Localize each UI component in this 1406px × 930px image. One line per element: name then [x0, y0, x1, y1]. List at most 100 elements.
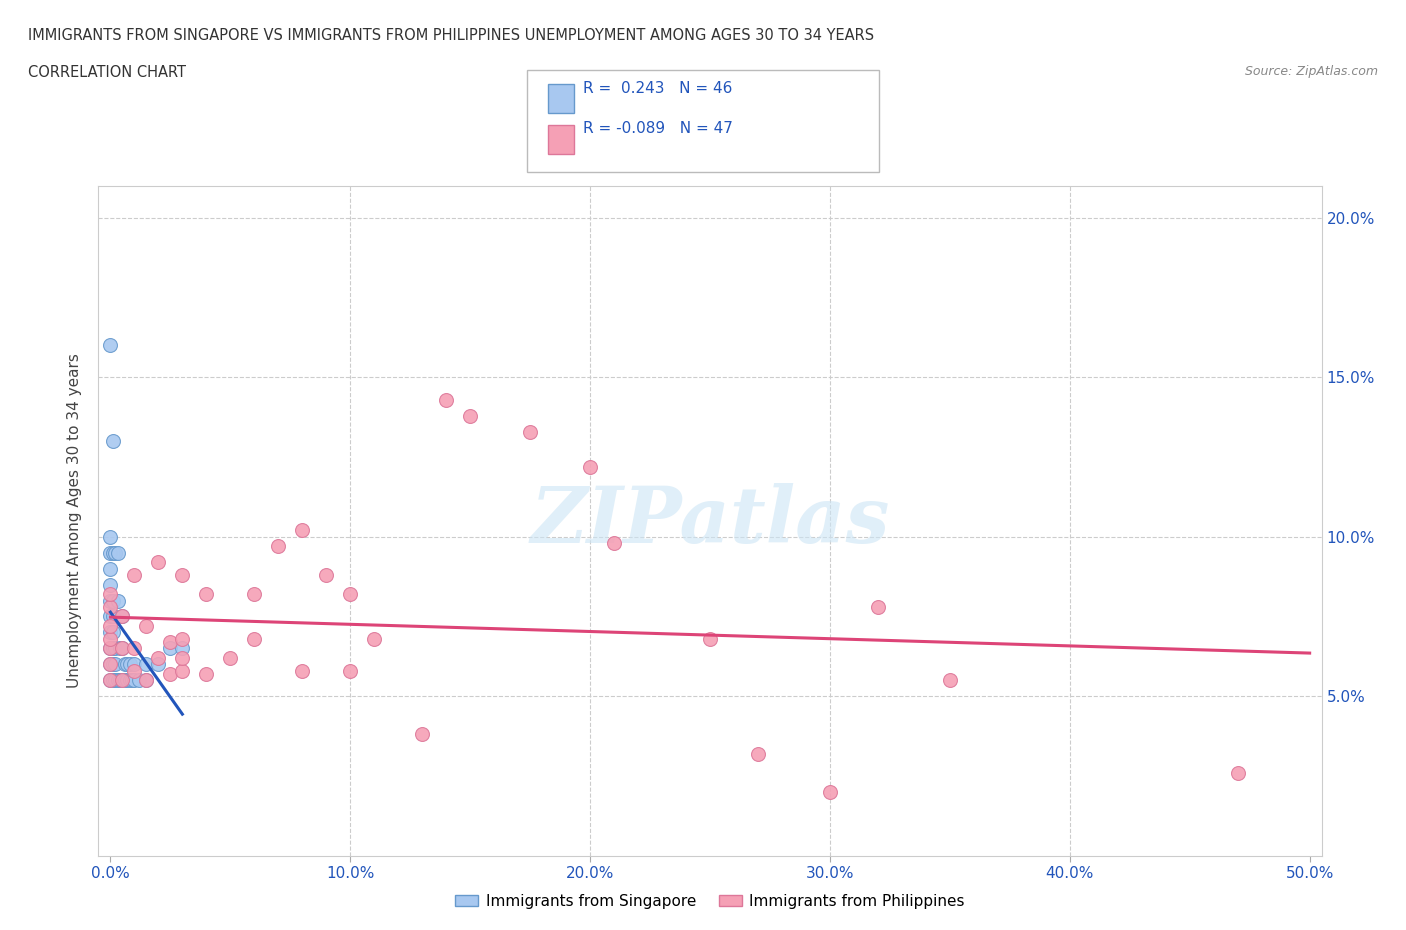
Point: [747, 746, 769, 761]
Point: [100, 529, 122, 544]
Point: [411, 727, 433, 742]
Point: [267, 538, 290, 553]
Point: [172, 650, 194, 665]
Point: [603, 536, 626, 551]
Point: [115, 672, 138, 687]
Point: [111, 641, 134, 656]
Point: [339, 587, 361, 602]
Point: [699, 631, 721, 646]
Point: [172, 641, 194, 656]
Point: [111, 641, 134, 656]
Point: [101, 593, 124, 608]
Point: [195, 587, 218, 602]
Point: [101, 609, 124, 624]
Point: [1226, 765, 1249, 780]
Point: [148, 650, 170, 665]
Point: [114, 672, 136, 687]
Point: [148, 555, 170, 570]
Point: [101, 641, 124, 656]
Point: [519, 424, 541, 439]
Point: [108, 641, 131, 656]
Point: [339, 663, 361, 678]
Point: [115, 657, 138, 671]
Point: [100, 600, 122, 615]
Point: [101, 672, 124, 687]
Text: R =  0.243   N = 46: R = 0.243 N = 46: [583, 81, 733, 96]
Point: [121, 672, 143, 687]
Point: [135, 618, 157, 633]
Point: [101, 433, 124, 448]
Point: [159, 634, 181, 649]
Point: [243, 587, 266, 602]
Point: [172, 631, 194, 646]
Point: [101, 625, 124, 640]
Point: [291, 523, 314, 538]
Point: [100, 578, 122, 592]
Point: [111, 609, 134, 624]
Point: [243, 631, 266, 646]
Point: [100, 631, 122, 646]
Point: [939, 672, 962, 687]
Point: [118, 672, 141, 687]
Point: [108, 672, 131, 687]
Point: [100, 641, 122, 656]
Point: [124, 663, 146, 678]
Point: [107, 672, 129, 687]
Y-axis label: Unemployment Among Ages 30 to 34 years: Unemployment Among Ages 30 to 34 years: [67, 353, 83, 688]
Point: [100, 672, 122, 687]
Text: CORRELATION CHART: CORRELATION CHART: [28, 65, 186, 80]
Point: [291, 663, 314, 678]
Text: IMMIGRANTS FROM SINGAPORE VS IMMIGRANTS FROM PHILIPPINES UNEMPLOYMENT AMONG AGES: IMMIGRANTS FROM SINGAPORE VS IMMIGRANTS …: [28, 28, 875, 43]
Point: [100, 609, 122, 624]
Point: [118, 657, 141, 671]
Point: [104, 672, 127, 687]
Point: [114, 657, 136, 671]
Point: [100, 618, 122, 633]
Point: [100, 338, 122, 352]
Point: [124, 657, 146, 671]
Point: [100, 657, 122, 671]
Point: [818, 784, 841, 799]
Point: [172, 567, 194, 582]
Point: [219, 650, 242, 665]
Point: [100, 641, 122, 656]
Point: [124, 672, 146, 687]
Point: [111, 672, 134, 687]
Point: [124, 641, 146, 656]
Point: [159, 641, 181, 656]
Point: [458, 408, 481, 423]
Point: [101, 657, 124, 671]
Point: [135, 657, 157, 671]
Point: [100, 657, 122, 671]
Point: [172, 663, 194, 678]
Point: [100, 587, 122, 602]
Legend: Immigrants from Singapore, Immigrants from Philippines: Immigrants from Singapore, Immigrants fr…: [449, 888, 972, 915]
Point: [104, 545, 127, 560]
Point: [100, 625, 122, 640]
Point: [101, 545, 124, 560]
Text: Source: ZipAtlas.com: Source: ZipAtlas.com: [1244, 65, 1378, 78]
Point: [104, 657, 127, 671]
Point: [100, 561, 122, 576]
Point: [128, 672, 150, 687]
Point: [434, 392, 457, 407]
Point: [107, 593, 129, 608]
Point: [579, 459, 602, 474]
Text: ZIPatlas: ZIPatlas: [530, 483, 890, 559]
Text: R = -0.089   N = 47: R = -0.089 N = 47: [583, 121, 734, 136]
Point: [135, 672, 157, 687]
Point: [315, 567, 337, 582]
Point: [124, 567, 146, 582]
Point: [195, 667, 218, 682]
Point: [100, 672, 122, 687]
Point: [104, 641, 127, 656]
Point: [107, 545, 129, 560]
Point: [100, 593, 122, 608]
Point: [135, 672, 157, 687]
Point: [111, 609, 134, 624]
Point: [100, 545, 122, 560]
Point: [866, 600, 889, 615]
Point: [111, 672, 134, 687]
Point: [148, 657, 170, 671]
Point: [159, 667, 181, 682]
